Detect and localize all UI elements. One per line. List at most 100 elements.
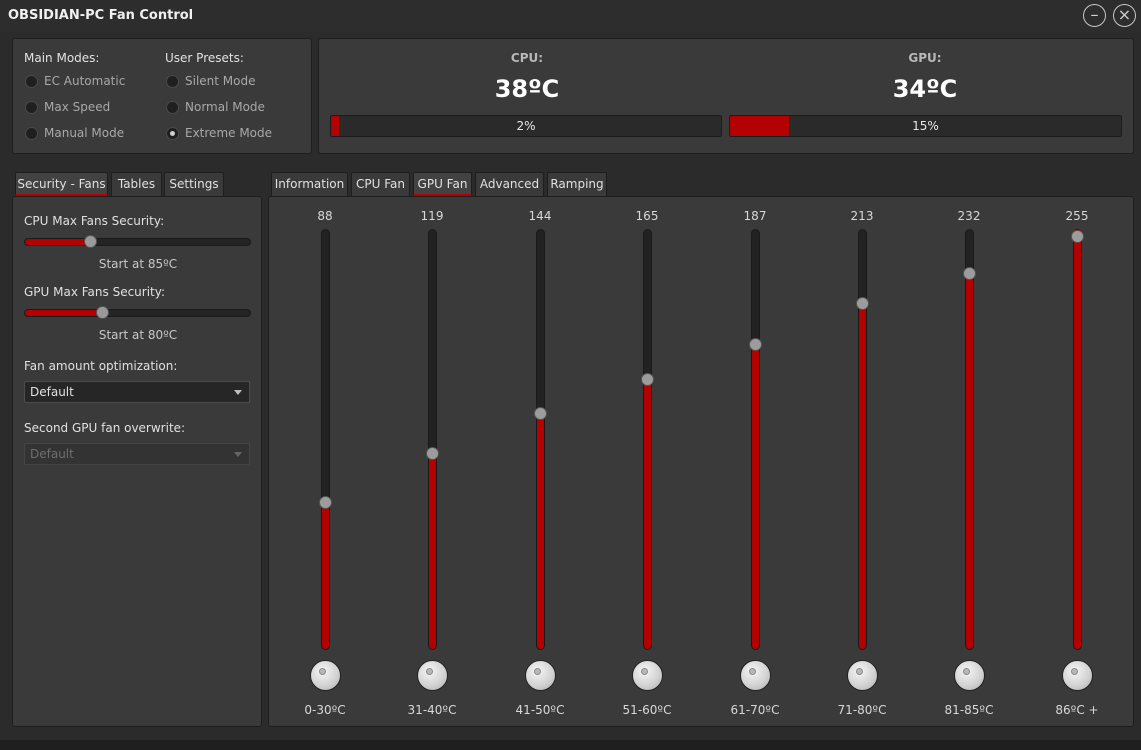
temperature-range-label: 31-40ºC [407,703,457,717]
dial-knob-icon[interactable] [632,660,663,691]
radio-label: EC Automatic [44,74,126,88]
second-gpu-overwrite-value: Default [30,447,74,461]
tab-tables[interactable]: Tables [111,172,162,196]
fan-speed-handle[interactable] [1071,230,1084,243]
dial-knob-icon[interactable] [847,660,878,691]
gpu-temperature: 34ºC [892,75,958,103]
cpu-security-slider[interactable] [24,235,251,248]
dial-knob-icon[interactable] [954,660,985,691]
radio-silent-mode[interactable]: Silent Mode [166,73,256,89]
fan-speed-value: 213 [850,209,874,223]
fan-speed-handle[interactable] [856,297,869,310]
temperature-range-label: 41-50ºC [515,703,565,717]
status-strip [0,740,1141,750]
radio-checked-icon[interactable] [166,126,179,140]
dial-knob-icon[interactable] [1062,660,1093,691]
fan-optimization-value: Default [30,385,74,399]
fan-speed-value: 88 [317,209,333,223]
fan-speed-slider[interactable] [534,229,547,650]
gpu-usage-text: 15% [912,119,939,133]
chevron-down-icon[interactable] [234,390,242,395]
radio-icon[interactable] [25,100,38,114]
chevron-down-icon [234,452,242,457]
minimize-icon[interactable]: – [1083,4,1106,27]
gpu-security-handle[interactable] [96,306,109,319]
radio-icon[interactable] [25,74,38,88]
temperature-range-label: 81-85ºC [944,703,994,717]
fan-speed-fill [644,378,651,649]
tab-advanced[interactable]: Advanced [475,172,544,196]
dial-knob-icon[interactable] [310,660,341,691]
fan-speed-fill [429,453,436,649]
fan-speed-value: 119 [420,209,444,223]
radio-icon[interactable] [25,126,38,140]
title-bar: OBSIDIAN-PC Fan Control – × [0,0,1141,32]
temperature-range-label: 0-30ºC [304,703,346,717]
radio-extreme-mode[interactable]: Extreme Mode [166,125,272,141]
cpu-max-fans-label: CPU Max Fans Security: [24,214,165,228]
dial-knob-icon[interactable] [525,660,556,691]
fan-speed-slider[interactable] [641,229,654,650]
dial-knob-icon[interactable] [417,660,448,691]
cpu-label: CPU: [510,51,544,65]
fan-speed-fill [859,299,866,649]
security-fans-pane: CPU Max Fans Security: Start at 85ºC GPU… [12,196,262,727]
fan-speed-fill [1074,230,1081,649]
fan-speed-slider[interactable] [426,229,439,650]
fan-speed-value: 187 [743,209,767,223]
fan-speed-handle[interactable] [641,373,654,386]
gpu-label: GPU: [908,51,942,65]
gpu-security-fill [25,310,102,316]
gpu-security-hint: Start at 80ºC [98,328,178,342]
cpu-security-handle[interactable] [84,235,97,248]
radio-max-speed[interactable]: Max Speed [25,99,110,115]
radio-manual-mode[interactable]: Manual Mode [25,125,124,141]
fan-speed-handle[interactable] [749,338,762,351]
fan-speed-slider[interactable] [856,229,869,650]
radio-label: Max Speed [44,100,111,114]
tab-information[interactable]: Information [271,172,348,196]
fan-optimization-select[interactable]: Default [24,381,250,403]
tab-gpu-fan[interactable]: GPU Fan [413,172,472,196]
modes-panel: Main Modes: EC Automatic Max Speed Manua… [12,38,312,154]
fan-speed-fill [322,504,329,649]
radio-icon[interactable] [166,74,179,88]
gpu-usage-fill [730,116,789,136]
tab-settings[interactable]: Settings [164,172,224,196]
radio-label: Extreme Mode [185,126,273,140]
tab-cpu-fan[interactable]: CPU Fan [351,172,410,196]
fan-speed-handle[interactable] [534,407,547,420]
gpu-fan-curve-pane: 88 0-30ºC 119 31-40ºC 144 41-50ºC 165 51-60ºC 18… [268,196,1134,727]
fan-speed-slider[interactable] [319,229,332,650]
fan-speed-slider[interactable] [1071,229,1084,650]
cpu-security-hint: Start at 85ºC [98,257,178,271]
radio-label: Normal Mode [185,100,265,114]
gpu-security-slider[interactable] [24,306,251,319]
radio-ec-automatic[interactable]: EC Automatic [25,73,125,89]
fan-speed-value: 165 [635,209,659,223]
tab-security-fans[interactable]: Security - Fans [15,172,108,196]
tab-ramping[interactable]: Ramping [547,172,607,196]
dial-knob-icon[interactable] [740,660,771,691]
fan-speed-slider[interactable] [963,229,976,650]
fan-speed-handle[interactable] [319,496,332,509]
fan-speed-fill [752,342,759,649]
fan-speed-value: 144 [528,209,552,223]
fan-speed-handle[interactable] [963,267,976,280]
radio-icon[interactable] [166,100,179,114]
radio-normal-mode[interactable]: Normal Mode [166,99,265,115]
fan-speed-fill [537,412,544,649]
fan-speed-handle[interactable] [426,447,439,460]
second-gpu-overwrite-select: Default [24,443,250,465]
temperature-range-label: 61-70ºC [730,703,780,717]
window-title: OBSIDIAN-PC Fan Control [8,8,194,23]
fan-speed-fill [966,268,973,649]
temperature-range-label: 51-60ºC [622,703,672,717]
close-icon[interactable]: × [1113,4,1136,27]
gpu-max-fans-label: GPU Max Fans Security: [24,285,166,299]
cpu-usage-text: 2% [516,119,536,133]
second-gpu-overwrite-label: Second GPU fan overwrite: [24,421,186,435]
fan-speed-slider[interactable] [749,229,762,650]
fan-speed-value: 232 [957,209,981,223]
gpu-usage-bar: 15% [729,115,1122,137]
